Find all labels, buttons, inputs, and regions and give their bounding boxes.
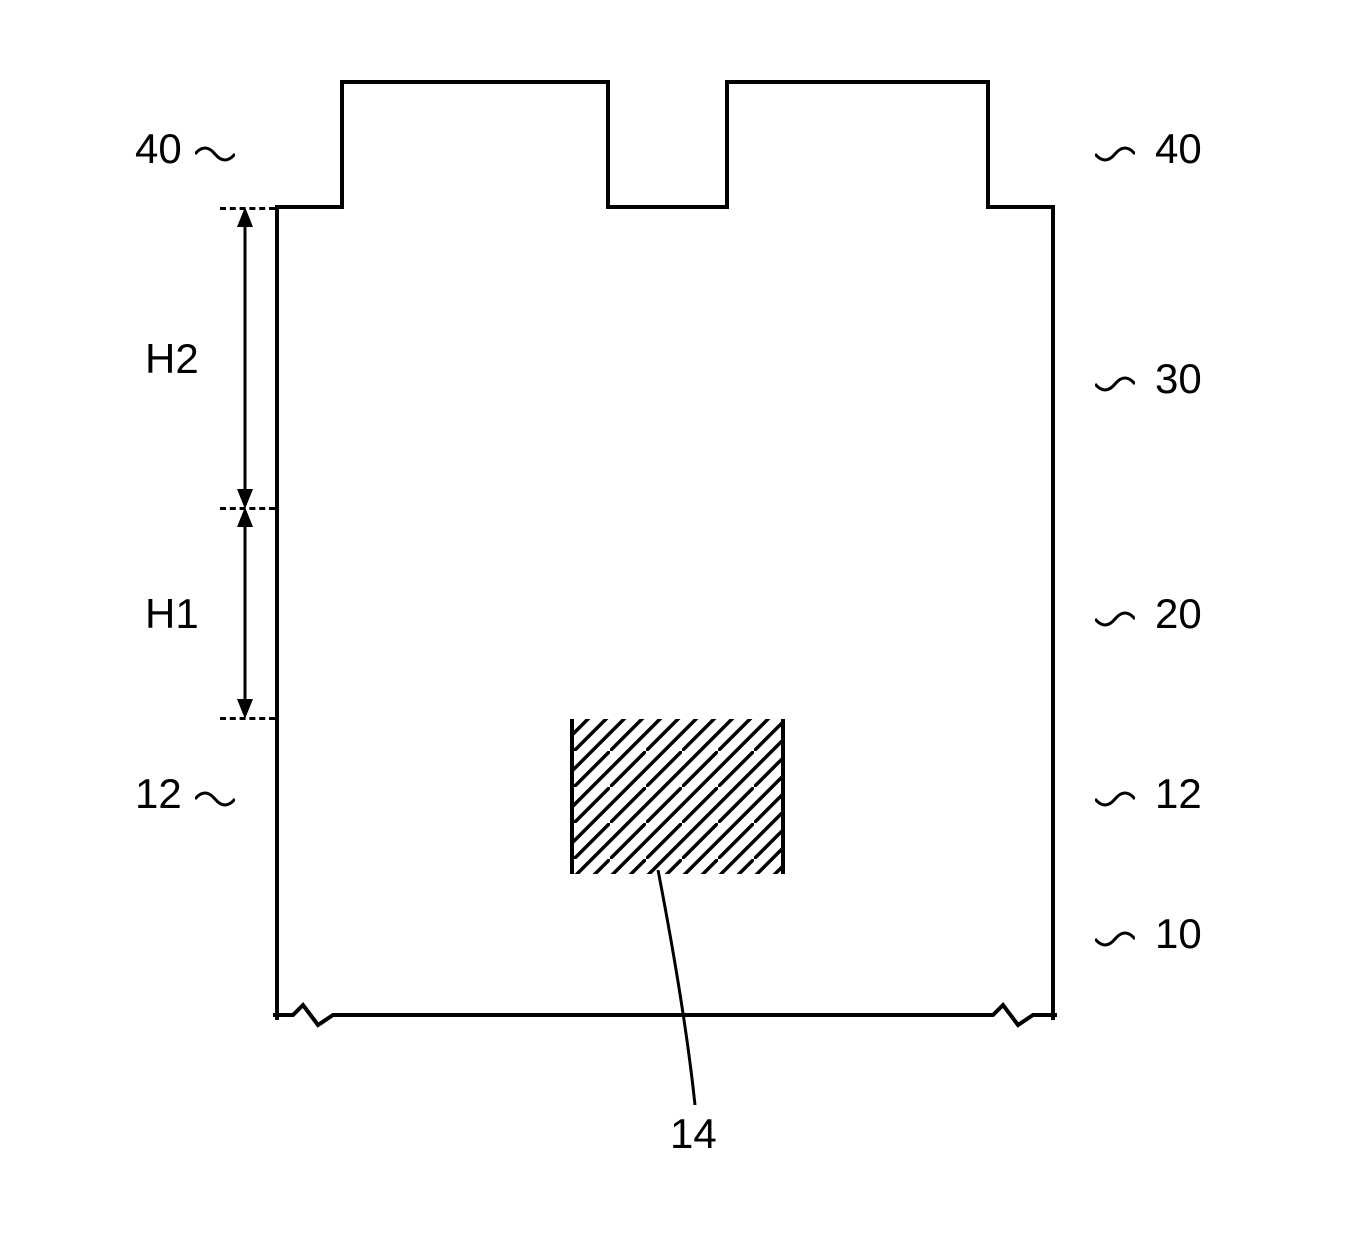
label-30-right: 30 bbox=[1155, 355, 1202, 403]
tick-10-right bbox=[1095, 927, 1135, 952]
leader-line-14 bbox=[655, 870, 715, 1105]
dimension-h1-arrow bbox=[230, 507, 260, 719]
dimension-label-h1: H1 bbox=[145, 590, 199, 638]
dimension-label-h2: H2 bbox=[145, 335, 199, 383]
layer-40-right bbox=[725, 80, 990, 209]
layer-30 bbox=[275, 205, 1055, 509]
label-12-left: 12 bbox=[135, 770, 182, 818]
tick-30-right bbox=[1095, 372, 1135, 397]
layer-40-left bbox=[340, 80, 610, 209]
hatched-region-14 bbox=[570, 715, 785, 874]
label-12-right: 12 bbox=[1155, 770, 1202, 818]
tick-40-right bbox=[1095, 142, 1135, 167]
layer-20 bbox=[275, 505, 1055, 719]
label-40-left: 40 bbox=[135, 125, 182, 173]
cross-section-diagram: H2 H1 40 12 40 30 20 12 10 14 bbox=[275, 80, 1055, 1130]
tick-12-left bbox=[195, 787, 235, 812]
tick-12-right bbox=[1095, 787, 1135, 812]
label-40-right: 40 bbox=[1155, 125, 1202, 173]
label-20-right: 20 bbox=[1155, 590, 1202, 638]
label-14: 14 bbox=[670, 1110, 717, 1158]
hatch-pattern bbox=[574, 715, 781, 874]
label-10-right: 10 bbox=[1155, 910, 1202, 958]
tick-20-right bbox=[1095, 607, 1135, 632]
tick-40-left bbox=[195, 142, 235, 167]
dimension-h2-arrow bbox=[230, 207, 260, 509]
